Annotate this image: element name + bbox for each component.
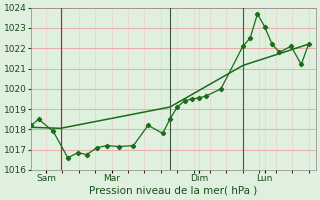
X-axis label: Pression niveau de la mer( hPa ): Pression niveau de la mer( hPa ) <box>90 186 258 196</box>
